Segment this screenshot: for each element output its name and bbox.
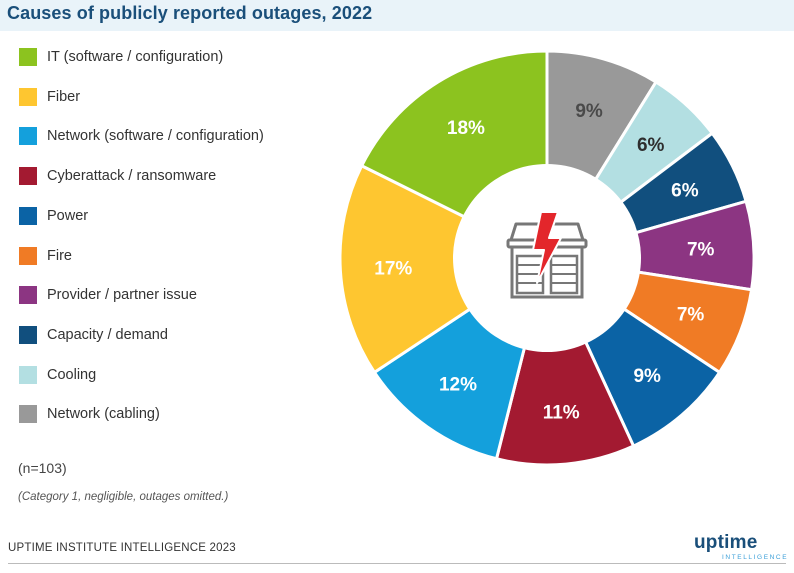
legend-label: Cooling xyxy=(47,366,97,383)
legend-label: Fire xyxy=(47,247,72,264)
legend-item: Provider / partner issue xyxy=(19,285,197,305)
slice-label-cooling: 6% xyxy=(637,135,665,156)
legend-item: Cyberattack / ransomware xyxy=(19,166,216,186)
legend-swatch xyxy=(19,286,37,305)
legend-item: Cooling xyxy=(19,365,96,385)
legend-label: Fiber xyxy=(47,88,81,105)
legend-label: Capacity / demand xyxy=(47,326,168,343)
title-bar: Causes of publicly reported outages, 202… xyxy=(0,0,794,31)
legend-label: Provider / partner issue xyxy=(47,287,197,304)
chart-title: Causes of publicly reported outages, 202… xyxy=(7,3,373,23)
logo-subtitle: INTELLIGENCE xyxy=(722,554,789,561)
category-note: (Category 1, negligible, outages omitted… xyxy=(18,491,229,503)
legend-swatch xyxy=(19,48,37,66)
legend-swatch xyxy=(19,87,37,106)
legend-swatch xyxy=(19,206,37,225)
legend-item: Power xyxy=(19,206,88,226)
legend-item: IT (software / configuration) xyxy=(19,47,223,67)
legend-label: IT (software / configuration) xyxy=(47,49,224,65)
slice-label-power: 9% xyxy=(633,366,661,387)
slice-label-fiber: 17% xyxy=(374,259,412,280)
slice-label-fire: 7% xyxy=(677,305,705,326)
slice-label-cyberattack-ransomware: 11% xyxy=(543,402,580,423)
slice-labels: 9% 6% 6% 7% 7% 9% 11% 12% 17% 18% xyxy=(374,101,714,423)
legend-swatch xyxy=(19,365,37,384)
legend-item: Capacity / demand xyxy=(19,325,168,345)
slice-fiber xyxy=(338,164,549,374)
legend-label: Network (software / configuration) xyxy=(47,128,264,145)
slice-label-network-software-configuration: 12% xyxy=(439,375,477,396)
legend-item: Fiber xyxy=(19,87,80,107)
legend-item: Network (cabling) xyxy=(19,404,160,424)
legend-label: Network (cabling) xyxy=(47,406,160,423)
uptime-logo: uptime INTELLIGENCE xyxy=(690,532,789,564)
legend-swatch xyxy=(19,246,37,265)
slice-label-capacity-demand: 6% xyxy=(671,180,699,201)
legend-swatch xyxy=(19,167,37,186)
source-credit: UPTIME INSTITUTE INTELLIGENCE 2023 xyxy=(8,542,236,554)
legend-swatch xyxy=(19,325,37,344)
legend-swatch xyxy=(19,127,37,146)
divider xyxy=(8,563,786,564)
legend-label: Power xyxy=(47,207,89,224)
legend-item: Fire xyxy=(19,246,72,266)
sample-size-note: (n=103) xyxy=(18,460,67,476)
logo-wordmark: uptime xyxy=(694,532,758,553)
slice-label-network-cabling: 9% xyxy=(575,101,603,122)
slice-cyberattack-ransomware xyxy=(495,256,636,467)
slice-label-provider-partner-issue: 7% xyxy=(687,240,715,261)
legend-item: Network (software / configuration) xyxy=(19,126,264,146)
legend-swatch xyxy=(19,405,37,424)
legend-label: Cyberattack / ransomware xyxy=(47,168,217,185)
data-center-outage-icon xyxy=(506,211,588,299)
slice-label-it-software-configuration: 18% xyxy=(447,118,485,139)
